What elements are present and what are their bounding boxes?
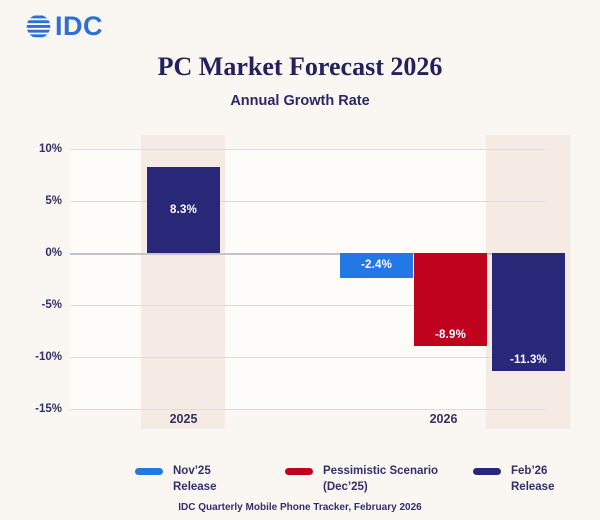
y-axis-tick: -15% bbox=[35, 403, 62, 415]
legend-label: Pessimistic Scenario (Dec’25) bbox=[323, 465, 439, 493]
bar-2026-pessimistic-scenario: -8.9% bbox=[414, 253, 487, 346]
legend-swatch-red bbox=[285, 468, 313, 475]
bar-value-label: 8.3% bbox=[169, 203, 197, 216]
y-axis-tick: -5% bbox=[41, 299, 62, 311]
idc-logo: IDC bbox=[25, 13, 103, 40]
source-note: IDC Quarterly Mobile Phone Tracker, Febr… bbox=[178, 502, 422, 513]
y-axis-tick: 0% bbox=[45, 247, 62, 259]
idc-logo-text: IDC bbox=[55, 11, 103, 41]
legend-item-pessimistic-scenario: Pessimistic Scenario (Dec’25) bbox=[285, 463, 438, 495]
gridline bbox=[70, 357, 545, 358]
globe-icon bbox=[26, 15, 51, 38]
bar-2026-nov25-release: -2.4% bbox=[340, 253, 413, 278]
legend-label: Feb’26 Release bbox=[511, 465, 555, 493]
gridline bbox=[70, 201, 545, 202]
gridline bbox=[70, 253, 545, 255]
y-axis-tick: 5% bbox=[45, 195, 62, 207]
bar-2026-feb26-release: -11.3% bbox=[492, 253, 565, 371]
legend-swatch-blue bbox=[135, 468, 163, 475]
legend-item-feb26-release: Feb’26 Release bbox=[473, 463, 554, 495]
legend-swatch-navy bbox=[473, 468, 501, 475]
y-axis-tick: -10% bbox=[35, 351, 62, 363]
legend-label: Nov’25 Release bbox=[173, 465, 217, 493]
chart-title: PC Market Forecast 2026 bbox=[157, 52, 443, 81]
bar-2025-feb26-release: 8.3% bbox=[147, 166, 220, 253]
x-axis-label-2025: 2025 bbox=[169, 412, 198, 426]
gridline bbox=[70, 409, 545, 410]
gridline bbox=[70, 149, 545, 150]
gridline bbox=[70, 305, 545, 306]
bar-value-label: -11.3% bbox=[509, 353, 547, 366]
x-axis-label-2026: 2026 bbox=[429, 412, 458, 426]
bar-value-label: -8.9% bbox=[434, 328, 467, 341]
bar-value-label: -2.4% bbox=[360, 259, 393, 272]
y-axis-tick: 10% bbox=[38, 143, 62, 155]
chart-subtitle: Annual Growth Rate bbox=[230, 93, 370, 109]
legend-item-nov25-release: Nov’25 Release bbox=[135, 463, 216, 495]
